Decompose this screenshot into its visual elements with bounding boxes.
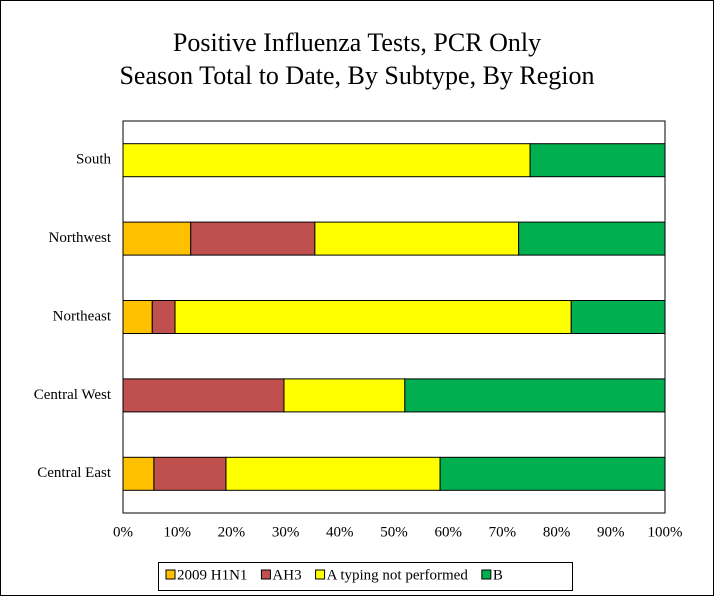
x-tick-label: 80% <box>543 524 571 540</box>
bar-segment <box>122 300 153 334</box>
legend-swatch <box>165 569 176 580</box>
chart-subtitle: Season Total to Date, By Subtype, By Reg… <box>119 61 594 90</box>
x-tick-label: 60% <box>434 524 462 540</box>
x-tick-label: 100% <box>648 524 683 540</box>
bar-segment <box>314 221 520 256</box>
bar-segment <box>122 456 155 491</box>
y-tick-label: Central East <box>37 465 112 481</box>
y-tick-label: South <box>76 152 112 168</box>
x-tick-label: 30% <box>272 524 300 540</box>
bar-segment <box>404 378 666 413</box>
legend-label: AH3 <box>272 567 301 583</box>
x-tick-label: 50% <box>380 524 408 540</box>
x-tick-label: 20% <box>218 524 246 540</box>
x-tick-label: 10% <box>163 524 191 540</box>
bar-segment <box>529 143 666 178</box>
x-tick-label: 70% <box>489 524 517 540</box>
legend-label: 2009 H1N1 <box>177 567 247 583</box>
legend-label: A typing not performed <box>327 567 469 583</box>
chart-title: Positive Influenza Tests, PCR Only <box>173 28 541 57</box>
y-tick-label: Northeast <box>53 308 112 324</box>
bar-segment <box>283 378 406 413</box>
bar-segment <box>518 221 666 256</box>
y-tick-label: Northwest <box>49 230 112 246</box>
bar-segment <box>122 221 192 256</box>
x-tick-label: 0% <box>113 524 133 540</box>
bar-segment <box>151 300 176 334</box>
y-tick-label: Central West <box>34 387 112 403</box>
bar-segment <box>174 300 572 334</box>
bar-segment <box>190 221 316 256</box>
legend-box <box>158 562 573 591</box>
legend-swatch <box>481 569 492 580</box>
bar-segment <box>570 300 666 334</box>
x-tick-label: 90% <box>597 524 625 540</box>
legend-label: B <box>493 567 503 583</box>
legend-swatch <box>260 569 271 580</box>
legend-swatch <box>315 569 326 580</box>
bar-segment <box>122 378 285 413</box>
bar-segment <box>225 456 441 491</box>
x-tick-label: 40% <box>326 524 354 540</box>
bar-segment <box>439 456 666 491</box>
bar-segment <box>122 143 531 178</box>
bar-segment <box>153 456 227 491</box>
